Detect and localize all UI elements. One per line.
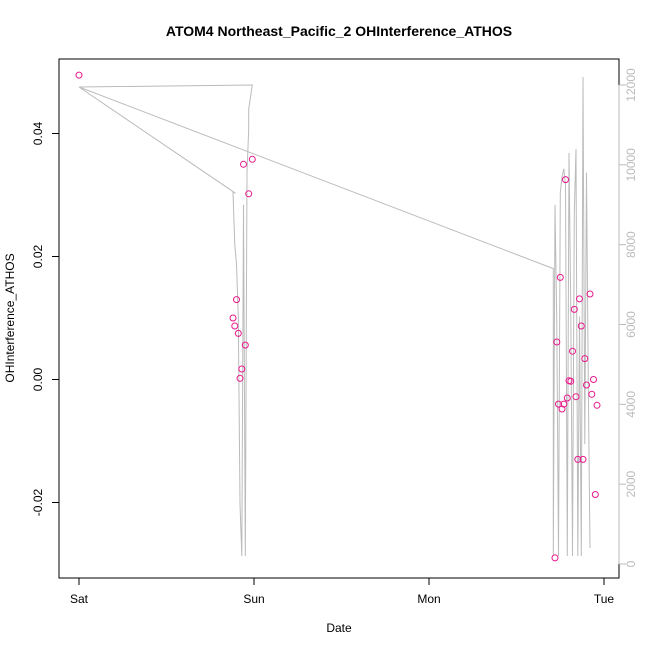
x-tick-label: Sat (70, 592, 89, 606)
y2-tick-label: 6000 (624, 311, 638, 338)
data-point (560, 400, 568, 408)
data-point (238, 365, 246, 373)
data-point (588, 390, 596, 398)
data-point (579, 455, 587, 463)
data-point (241, 341, 249, 349)
y-tick-label: 0.04 (31, 121, 45, 145)
data-point (556, 273, 564, 281)
series-line (78, 76, 591, 557)
data-point (231, 322, 239, 330)
data-point (551, 554, 559, 562)
data-point (586, 290, 594, 298)
data-point (572, 393, 580, 401)
data-point (75, 71, 83, 79)
y2-tick-label: 0 (624, 560, 638, 567)
data-point (590, 376, 597, 383)
y-tick-label: -0.02 (31, 489, 45, 517)
data-point (555, 400, 562, 408)
y-tick-label: 0.02 (31, 244, 45, 268)
data-point (570, 305, 578, 313)
data-point (248, 155, 256, 163)
data-point (583, 381, 590, 389)
data-point (245, 190, 253, 198)
data-point (569, 347, 576, 355)
data-point (593, 401, 601, 409)
data-point (577, 322, 585, 330)
data-point (576, 295, 583, 303)
line-series (78, 76, 591, 557)
y2-tick-label: 10000 (624, 148, 638, 182)
x-tick-label: Sun (243, 592, 264, 606)
chart-title: ATOM4 Northeast_Pacific_2 OHInterference… (166, 23, 512, 39)
data-point (229, 314, 237, 322)
y2-tick-label: 2000 (624, 470, 638, 497)
data-point (567, 377, 575, 385)
y-axis-label: OHInterference_ATHOS (3, 253, 17, 382)
data-point (562, 176, 569, 184)
data-point (563, 394, 571, 402)
data-point (553, 338, 561, 346)
data-point (236, 374, 244, 382)
y-tick-label: 0.00 (31, 367, 45, 391)
data-point (234, 329, 242, 337)
data-point (233, 296, 240, 304)
y2-tick-label: 4000 (624, 391, 638, 418)
x-tick-label: Mon (417, 592, 440, 606)
x-tick-label: Tue (594, 592, 615, 606)
data-point (558, 405, 566, 413)
y2-tick-label: 12000 (624, 68, 638, 102)
point-series (75, 71, 601, 562)
data-point (574, 455, 582, 463)
data-point (240, 160, 247, 168)
y2-tick-label: 8000 (624, 231, 638, 258)
axes: Sat Sun Mon Tue -0.02 0.00 0.02 0.04 0 2000 4000 60… (31, 68, 638, 606)
x-axis-label: Date (326, 621, 352, 635)
data-point (581, 355, 589, 363)
data-point (591, 491, 599, 498)
